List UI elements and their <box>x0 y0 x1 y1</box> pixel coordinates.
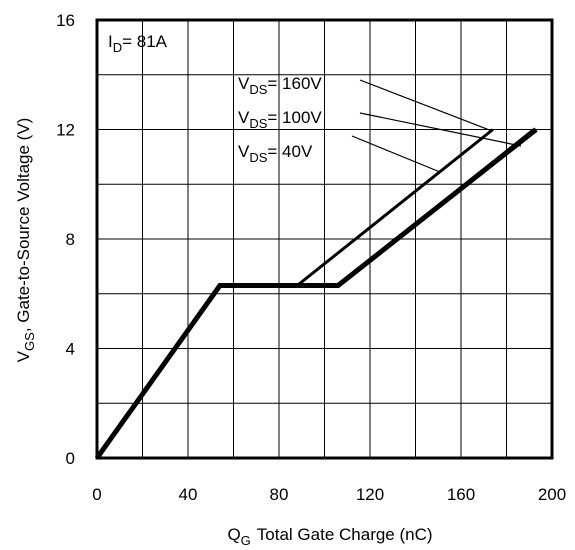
y-tick-label: 4 <box>66 340 75 359</box>
x-tick-label: 160 <box>447 485 475 504</box>
leader-line-160v <box>359 79 493 132</box>
x-tick-label: 120 <box>356 485 384 504</box>
series-label-40v: VDS= 40V <box>238 142 313 165</box>
x-tick-label: 0 <box>92 485 101 504</box>
y-tick-label: 0 <box>66 449 75 468</box>
series-label-100v: VDS= 100V <box>238 108 322 131</box>
condition-label: ID= 81A <box>108 32 168 55</box>
x-tick-labels: 0 40 80 120 160 200 <box>92 485 566 504</box>
leader-line-100v <box>359 112 522 147</box>
series-line-2 <box>94 127 538 460</box>
y-tick-label: 12 <box>56 121 75 140</box>
x-tick-label: 200 <box>538 485 566 504</box>
plot-frame <box>95 18 554 460</box>
y-tick-labels: 0 4 8 12 16 <box>56 11 75 468</box>
y-axis-label: VGS, Gate-to-Source Voltage (V) <box>14 118 37 363</box>
grid-lines <box>96 19 553 459</box>
x-tick-label: 40 <box>179 485 198 504</box>
x-axis-label: QG Total Gate Charge (nC) <box>227 525 432 548</box>
series-label-160v: VDS= 160V <box>238 74 322 97</box>
series-curves <box>94 127 538 460</box>
x-tick-label: 80 <box>270 485 289 504</box>
y-tick-label: 16 <box>56 11 75 30</box>
y-tick-label: 8 <box>66 230 75 249</box>
leader-line-40v <box>351 135 441 173</box>
